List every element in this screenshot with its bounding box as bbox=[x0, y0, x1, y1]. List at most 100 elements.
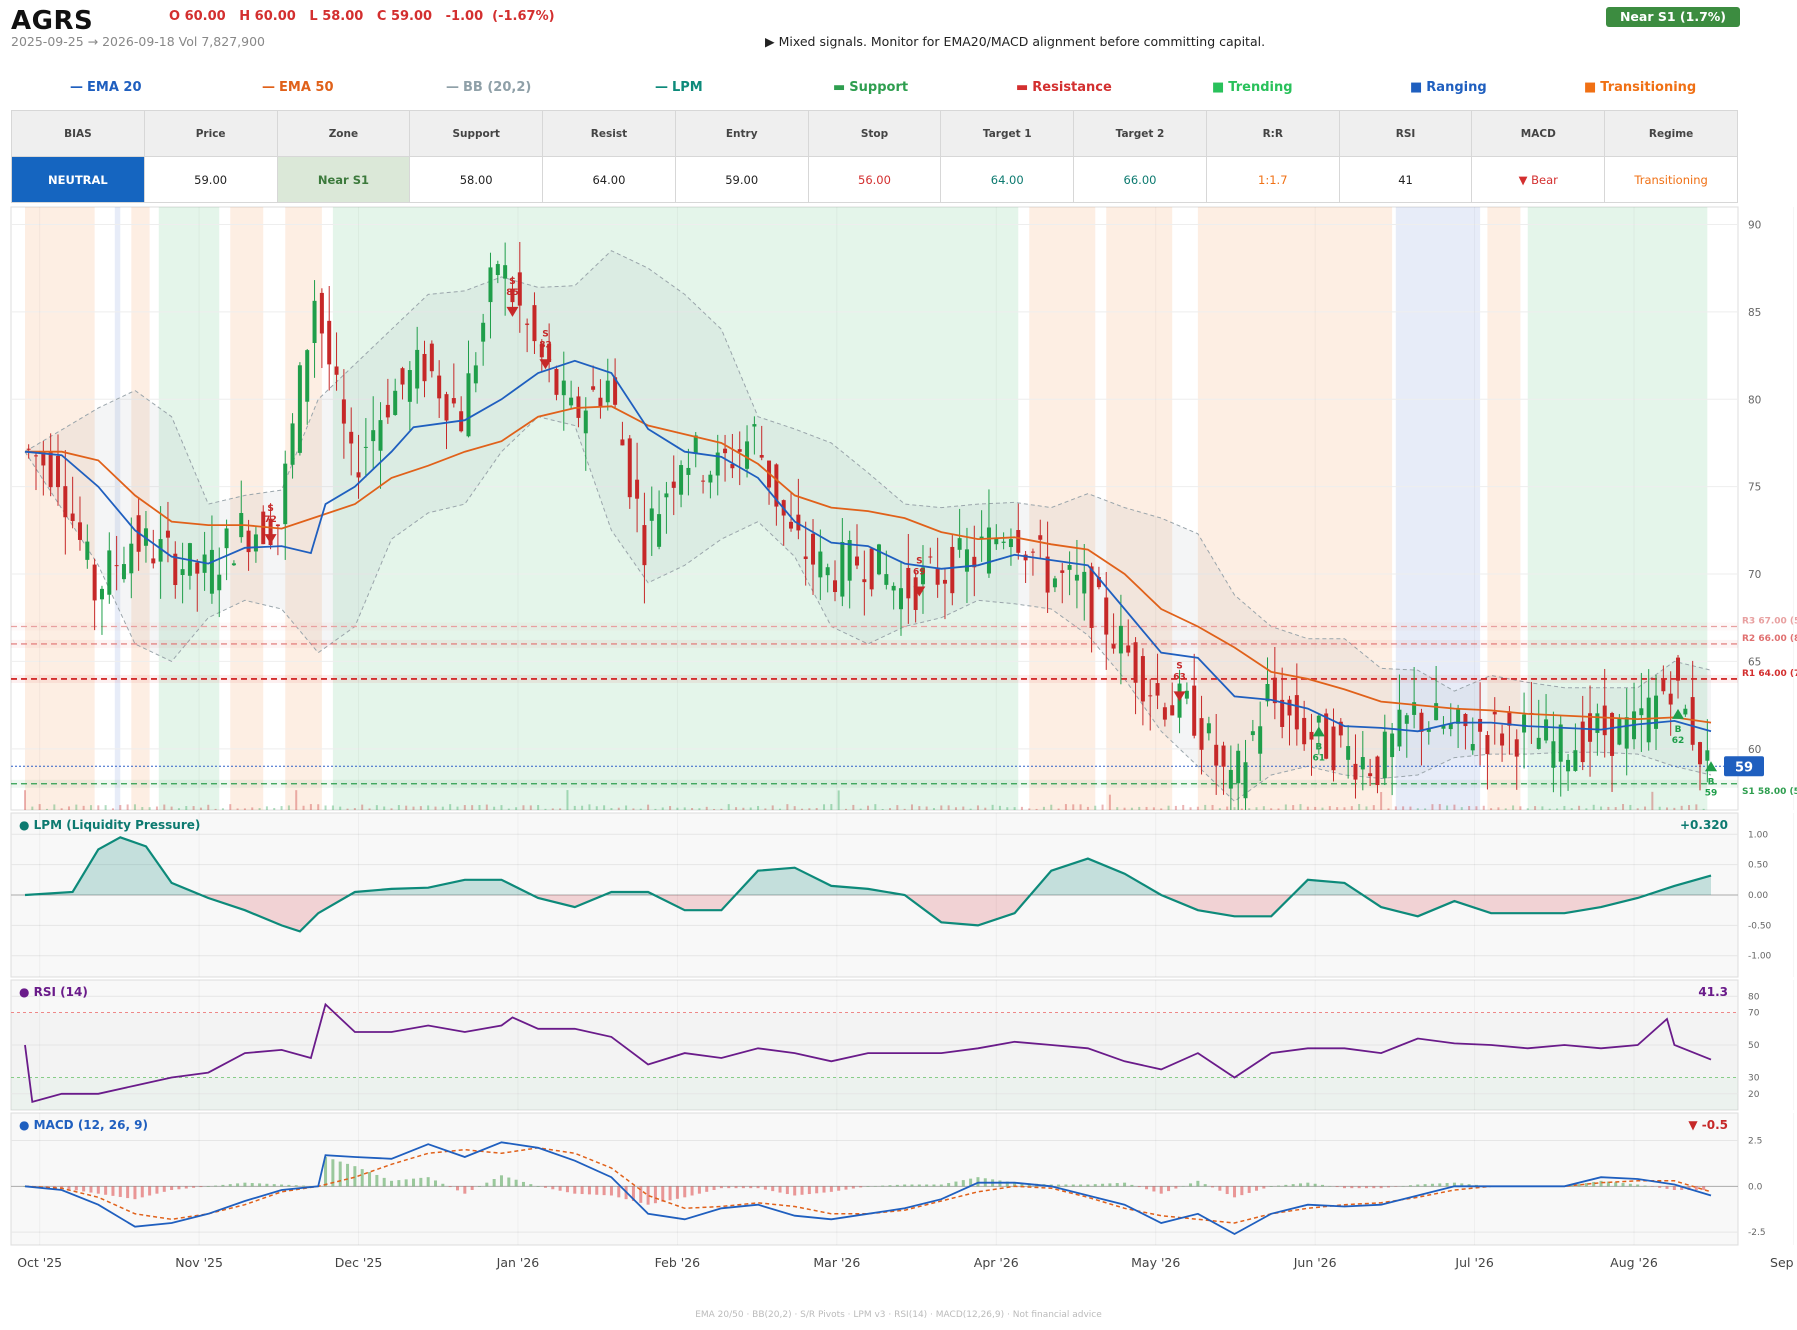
candle-body bbox=[906, 567, 911, 599]
candle-body bbox=[1060, 570, 1065, 573]
macd-histogram-bar bbox=[1313, 1183, 1317, 1187]
candle-body bbox=[1485, 735, 1490, 755]
candle-body bbox=[1170, 705, 1175, 716]
macd-histogram-bar bbox=[1614, 1182, 1618, 1187]
ema50-line bbox=[25, 405, 1712, 724]
legend-item-bb-20-2[interactable]: — BB (20,2) bbox=[446, 80, 531, 95]
candle-body bbox=[503, 265, 508, 279]
macd-histogram-bar bbox=[236, 1183, 240, 1187]
pane-frame bbox=[10, 206, 1739, 811]
signal-value-label: 85 bbox=[506, 288, 519, 298]
legend-label: Support bbox=[849, 80, 909, 95]
volume-bar bbox=[1438, 804, 1441, 810]
legend-item-ema-50[interactable]: — EMA 50 bbox=[262, 80, 334, 95]
legend-item-resistance[interactable]: ▬ Resistance bbox=[1016, 80, 1112, 95]
volume-bar bbox=[683, 807, 686, 810]
volume-bar bbox=[1182, 804, 1185, 810]
candle-body bbox=[598, 397, 603, 407]
candle-body bbox=[1500, 733, 1505, 746]
candle-body bbox=[1456, 708, 1461, 724]
volume-bar bbox=[881, 808, 884, 810]
candle-body bbox=[913, 577, 918, 610]
level-label: R2 66.00 (8x) bbox=[1742, 634, 1797, 644]
volume-bar bbox=[1556, 808, 1559, 810]
macd-histogram-bar bbox=[426, 1177, 430, 1187]
volume-bar bbox=[1035, 808, 1038, 810]
volume-bar bbox=[918, 806, 921, 810]
volume-bar bbox=[595, 806, 598, 810]
level-label: R1 64.00 (7x) bbox=[1742, 669, 1797, 679]
volume-bar bbox=[940, 805, 943, 810]
regime-band-transitioning bbox=[1487, 207, 1521, 810]
rsi-tick-label: 80 bbox=[1748, 992, 1760, 1002]
volume-bar bbox=[757, 805, 760, 810]
candle-body bbox=[1338, 721, 1343, 736]
candle-body bbox=[1148, 695, 1153, 697]
volume-bar bbox=[317, 804, 320, 810]
rsi-tick-label: 20 bbox=[1748, 1090, 1760, 1100]
macd-histogram-bar bbox=[617, 1186, 621, 1198]
macd-histogram-bar bbox=[800, 1186, 804, 1195]
price-tick-label: 60 bbox=[1748, 744, 1761, 756]
volume-bar bbox=[163, 804, 166, 810]
candle-body bbox=[114, 565, 119, 567]
volume-bar bbox=[273, 807, 276, 810]
volume-bar bbox=[1658, 806, 1661, 810]
volume-bar bbox=[998, 805, 1001, 810]
legend-item-transitioning[interactable]: ■ Transitioning bbox=[1584, 80, 1696, 95]
macd-histogram-bar bbox=[294, 1185, 298, 1187]
macd-histogram-bar bbox=[1298, 1183, 1302, 1187]
lpm-tick-label: 1.00 bbox=[1748, 830, 1768, 840]
macd-histogram-bar bbox=[60, 1186, 64, 1189]
legend-item-ema-20[interactable]: — EMA 20 bbox=[70, 80, 142, 95]
candle-body bbox=[473, 365, 478, 384]
macd-last-value: ▼ -0.5 bbox=[1688, 1118, 1728, 1132]
candle-body bbox=[1661, 679, 1666, 692]
macd-tick-label: 2.5 bbox=[1748, 1137, 1762, 1147]
volume-bar bbox=[537, 805, 540, 810]
price-tick-label: 80 bbox=[1748, 394, 1761, 406]
volume-bar bbox=[1541, 806, 1544, 810]
legend-item-ranging[interactable]: ■ Ranging bbox=[1410, 80, 1487, 95]
volume-bar bbox=[529, 805, 532, 810]
macd-histogram-bar bbox=[1342, 1186, 1346, 1189]
candle-body bbox=[979, 536, 984, 539]
stats-value-zone: Near S1 bbox=[276, 156, 411, 203]
volume-bar bbox=[925, 806, 928, 810]
legend-swatch: — bbox=[446, 80, 459, 95]
volume-bar bbox=[962, 806, 965, 810]
candle-body bbox=[1346, 746, 1351, 760]
volume-bar bbox=[463, 805, 466, 810]
macd-histogram-bar bbox=[338, 1161, 342, 1187]
macd-histogram-bar bbox=[1350, 1186, 1354, 1189]
legend-item-support[interactable]: ▬ Support bbox=[833, 80, 908, 95]
candle-body bbox=[708, 474, 713, 483]
legend-item-lpm[interactable]: — LPM bbox=[655, 80, 703, 95]
macd-histogram-bar bbox=[815, 1186, 819, 1194]
volume-bar bbox=[126, 804, 129, 810]
candle-body bbox=[481, 322, 486, 342]
volume-bar bbox=[214, 808, 217, 810]
x-tick-label: Sep '26 bbox=[1770, 1255, 1797, 1270]
legend-item-trending[interactable]: ■ Trending bbox=[1212, 80, 1293, 95]
volume-bar bbox=[309, 804, 312, 810]
candle-body bbox=[253, 534, 258, 552]
macd-histogram-bar bbox=[390, 1180, 394, 1187]
macd-histogram-bar bbox=[1211, 1186, 1215, 1188]
volume-bar bbox=[1006, 807, 1009, 810]
ema20-line bbox=[24, 359, 1712, 733]
volume-bar bbox=[1336, 807, 1339, 810]
macd-histogram-bar bbox=[455, 1186, 459, 1191]
volume-bar bbox=[295, 790, 298, 810]
macd-histogram-bar bbox=[1467, 1184, 1471, 1187]
volume-bar bbox=[654, 808, 657, 810]
chart-canvas[interactable]: 60 65 70 75 80 85 90 R3 67.00 (5x) R2 66.00 (8x)… bbox=[0, 205, 1797, 1310]
macd-histogram-bar bbox=[1335, 1186, 1339, 1188]
macd-histogram-bar bbox=[485, 1182, 489, 1187]
candle-body bbox=[1089, 566, 1094, 628]
volume-bar bbox=[625, 805, 628, 810]
x-tick-label: Jul '26 bbox=[1454, 1255, 1493, 1270]
volume-bar bbox=[1387, 808, 1390, 810]
volume-bar bbox=[742, 807, 745, 810]
lpm-negative-fill bbox=[25, 895, 1711, 932]
